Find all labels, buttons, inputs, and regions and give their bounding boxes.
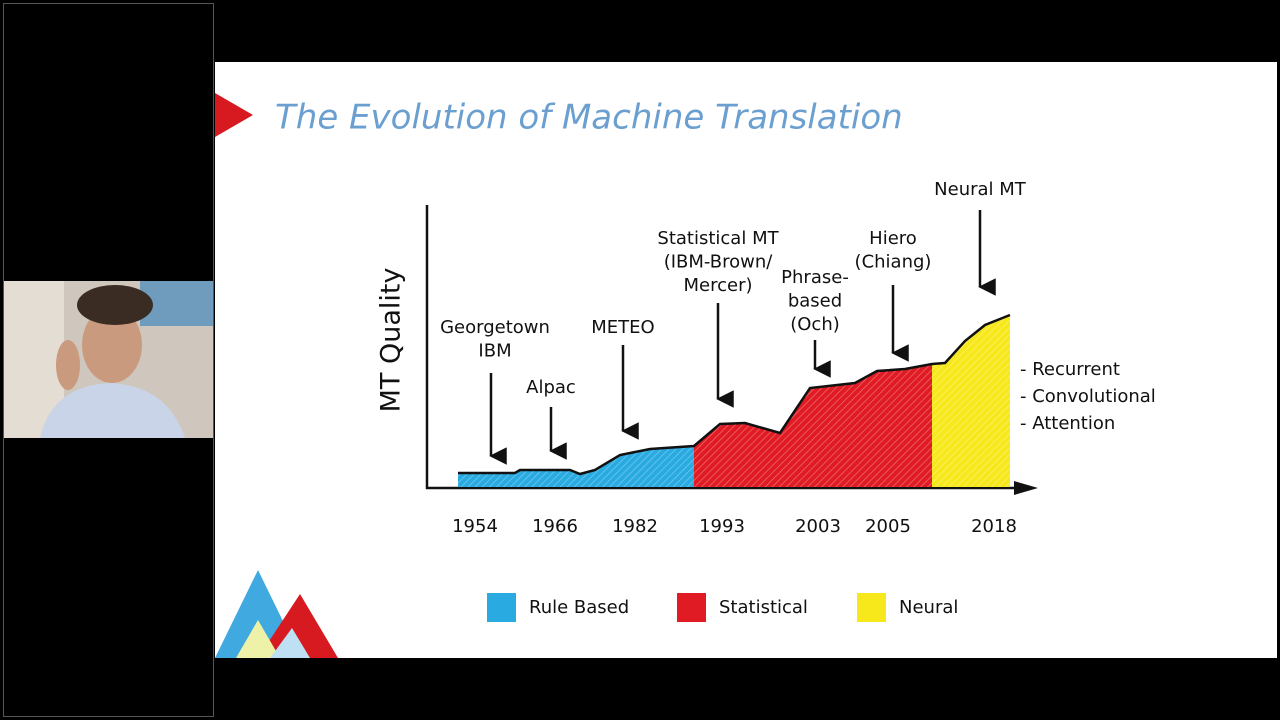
annotation-label: Phrase- <box>781 267 849 288</box>
legend-swatch <box>677 593 706 622</box>
x-label: 2005 <box>865 516 911 537</box>
slide-title: The Evolution of Machine Translation <box>275 98 903 138</box>
bullet: - Attention <box>1020 413 1115 434</box>
annotation-label: (Och) <box>790 314 840 335</box>
annotation-label: Georgetown <box>440 317 550 338</box>
era-hatch <box>458 446 694 487</box>
legend-swatch <box>487 593 516 622</box>
slide <box>215 62 1277 658</box>
logo <box>215 570 338 658</box>
annotation-label: Mercer) <box>683 275 752 296</box>
x-label: 1954 <box>452 516 498 537</box>
legend-label: Rule Based <box>529 597 629 618</box>
legend-swatch <box>857 593 886 622</box>
annotation-label: Alpac <box>526 377 576 398</box>
x-label: 1993 <box>699 516 745 537</box>
bullet: - Convolutional <box>1020 386 1156 407</box>
annotation-label: based <box>788 291 842 312</box>
annotation-label: (IBM-Brown/ <box>664 252 774 273</box>
annotation-label: IBM <box>478 341 511 362</box>
bullet: - Recurrent <box>1020 359 1120 380</box>
annotation-label: Hiero <box>869 228 917 249</box>
x-label: 1966 <box>532 516 578 537</box>
annotation-label: Statistical MT <box>657 228 779 249</box>
webcam-video <box>4 281 213 438</box>
era-hatch <box>694 364 932 487</box>
era-hatch <box>932 315 1010 487</box>
annotation-label: METEO <box>591 317 654 338</box>
annotation-label: Neural MT <box>934 179 1027 200</box>
annotation-label: (Chiang) <box>855 252 932 273</box>
x-label: 2003 <box>795 516 841 537</box>
quality-line <box>458 313 1011 476</box>
chart: MT Quality Georgetown IBM Alpac METEO Statis… <box>376 179 1156 622</box>
y-axis-label: MT Quality <box>376 268 407 413</box>
legend-label: Statistical <box>719 597 808 618</box>
x-label: 2018 <box>971 516 1017 537</box>
x-axis-arrow <box>1014 481 1038 495</box>
legend-label: Neural <box>899 597 958 618</box>
x-label: 1982 <box>612 516 658 537</box>
title-marker <box>215 93 253 137</box>
